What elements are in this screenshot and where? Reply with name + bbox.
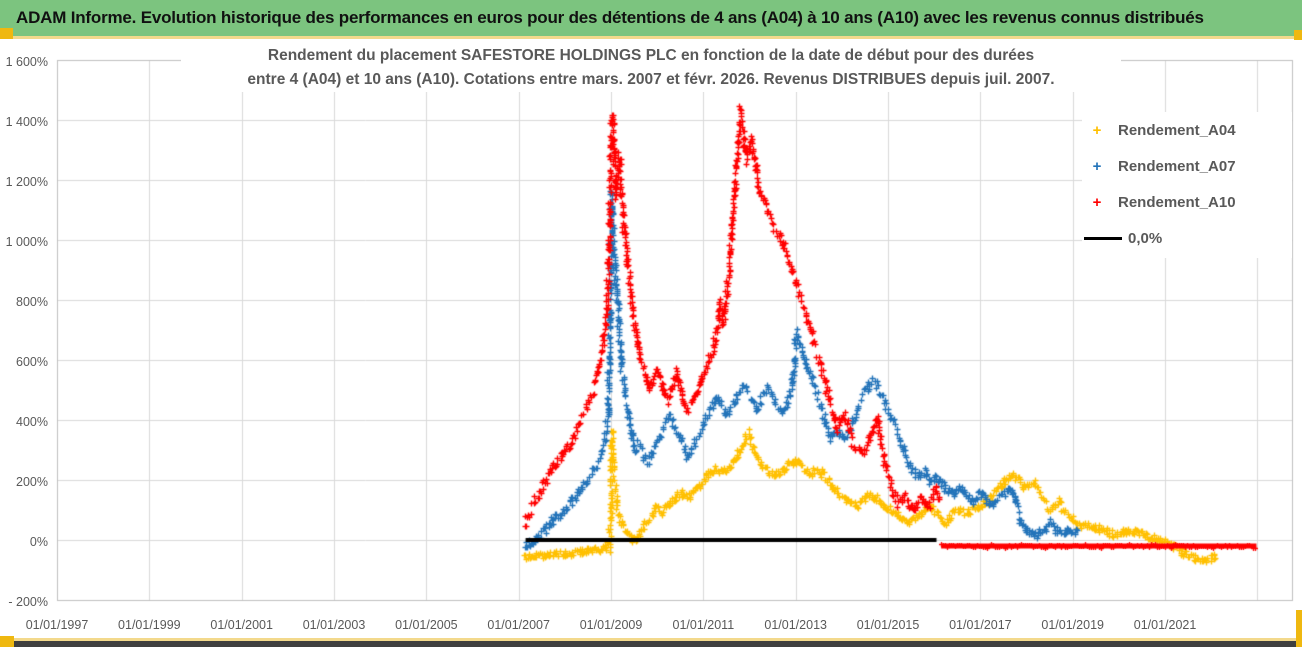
legend-item-rendement-a10: + Rendement_A10 [1082,184,1292,220]
header-bar: ADAM Informe. Evolution historique des p… [0,0,1302,36]
y-tick-label: - 200% [8,595,48,609]
y-tick-label: 200% [16,475,48,489]
bottom-bar [0,641,1302,647]
x-tick-label: 01/01/2017 [949,618,1012,632]
legend-label: 0,0% [1128,229,1163,247]
gold-accent-bottom-right [1296,610,1302,647]
x-tick-label: 01/01/2009 [579,618,643,632]
gold-accent-top-left [0,28,13,39]
x-tick-label: 01/01/1999 [118,618,181,632]
gold-accent-bottom-line [0,638,1302,641]
x-tick-label: 01/01/2013 [764,618,827,632]
legend-label: Rendement_A07 [1118,157,1236,175]
x-tick-label: 01/01/2003 [302,618,366,632]
y-tick-label: 1 000% [5,235,48,249]
legend-item-rendement-a07: + Rendement_A07 [1082,148,1292,184]
plus-marker-icon: + [1092,121,1102,139]
gold-accent-top-right [1294,30,1302,40]
x-tick-label: 01/01/2019 [1041,618,1104,632]
x-tick-label: 01/01/2001 [210,618,273,632]
x-tick-label: 01/01/2007 [487,618,550,632]
x-tick-label: 01/01/2021 [1133,618,1197,632]
y-tick-label: 1 600% [5,55,48,69]
chart-title: Rendement du placement SAFESTORE HOLDING… [181,44,1121,92]
chart-legend: + Rendement_A04 + Rendement_A07 + Rendement_A… [1082,112,1292,258]
y-tick-label: 800% [16,295,48,309]
line-swatch-icon [1084,236,1122,240]
gold-accent-top-line [0,36,1302,39]
y-tick-label: 1 200% [5,175,48,189]
y-tick-label: 400% [16,415,48,429]
chart-title-line2: entre 4 (A04) et 10 ans (A10). Cotations… [247,71,1055,88]
legend-label: Rendement_A04 [1118,121,1236,139]
header-title: ADAM Informe. Evolution historique des p… [16,8,1204,27]
y-tick-label: 1 400% [5,115,48,129]
y-tick-label: 0% [29,535,48,549]
gold-accent-bottom-left [0,636,14,647]
chart-title-line1: Rendement du placement SAFESTORE HOLDING… [267,47,1035,64]
x-tick-label: 01/01/2015 [856,618,920,632]
x-tick-label: 01/01/2005 [395,618,458,632]
plus-marker-icon: + [1092,157,1102,175]
x-tick-label: 01/01/2011 [672,618,735,632]
plus-marker-icon: + [1092,193,1102,211]
x-tick-label: 01/01/1997 [25,618,89,632]
legend-item-rendement-a04: + Rendement_A04 [1082,112,1292,148]
legend-label: Rendement_A10 [1118,193,1236,211]
legend-item-0-0-: 0,0% [1082,220,1292,256]
y-tick-label: 600% [16,355,48,369]
